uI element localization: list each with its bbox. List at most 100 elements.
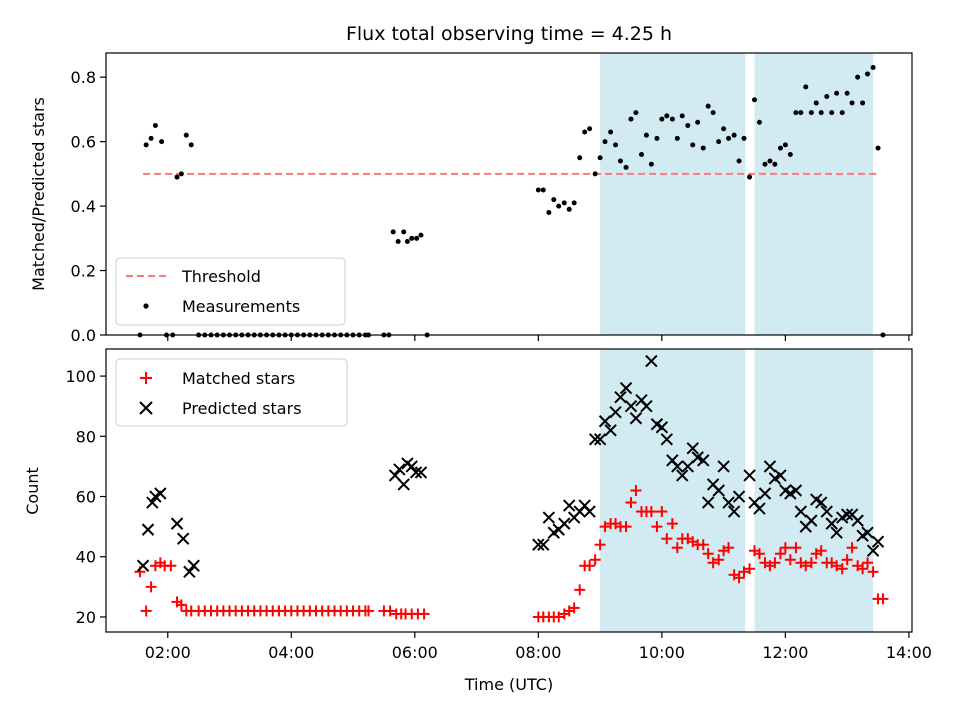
predicted-marker-b bbox=[830, 526, 843, 539]
top-y-axis-label: Matched/Predicted stars bbox=[29, 97, 48, 291]
predicted-star-point bbox=[170, 517, 184, 530]
measurement-point bbox=[700, 145, 706, 151]
predicted-star-point bbox=[815, 496, 828, 509]
matched-star-point bbox=[784, 554, 796, 566]
measurement-point bbox=[674, 135, 680, 141]
predicted-star-point bbox=[397, 478, 410, 491]
measurement-point bbox=[767, 158, 773, 164]
predicted-marker-b bbox=[840, 508, 854, 521]
predicted-star-point bbox=[393, 463, 406, 476]
predicted-star-point bbox=[763, 460, 777, 473]
y-tick-label: 0.0 bbox=[71, 326, 96, 345]
predicted-marker-b bbox=[563, 499, 576, 512]
predicted-marker-b bbox=[619, 381, 633, 395]
x-tick-label: 14:00 bbox=[886, 643, 932, 662]
predicted-star-point bbox=[154, 487, 167, 500]
predicted-marker-b bbox=[650, 418, 664, 431]
measurement-point bbox=[188, 142, 194, 148]
measurement-point bbox=[803, 84, 809, 90]
predicted-marker-b bbox=[779, 484, 792, 497]
predicted-star-point bbox=[645, 354, 658, 368]
measurement-point bbox=[741, 135, 747, 141]
predicted-star-point bbox=[542, 511, 556, 524]
matched-star-point bbox=[774, 548, 786, 560]
predicted-marker-b bbox=[537, 538, 550, 551]
measurement-point bbox=[855, 74, 861, 80]
measurement-point bbox=[705, 103, 711, 109]
measurement-point bbox=[159, 139, 165, 145]
top-legend-box bbox=[115, 257, 346, 326]
predicted-marker-b bbox=[170, 517, 184, 530]
predicted-marker-b bbox=[405, 460, 418, 473]
matched-star-point bbox=[815, 545, 827, 557]
predicted-marker-b bbox=[388, 469, 402, 482]
predicted-marker-b bbox=[609, 406, 622, 419]
top-x-ticks bbox=[167, 335, 910, 341]
predicted-star-point bbox=[629, 412, 643, 425]
x-tick-label: 04:00 bbox=[268, 643, 314, 662]
measurement-point bbox=[808, 110, 814, 116]
measurement-point bbox=[418, 232, 424, 238]
bottom-y-axis-label: Count bbox=[23, 467, 42, 515]
measurement-point bbox=[535, 187, 541, 193]
predicted-marker-b bbox=[861, 526, 874, 539]
measurement-point bbox=[659, 116, 665, 122]
predicted-marker-b bbox=[542, 511, 556, 524]
matched-star-point bbox=[656, 506, 668, 518]
predicted-star-point bbox=[176, 532, 190, 545]
predicted-marker-b bbox=[645, 354, 658, 368]
predicted-marker-b bbox=[753, 502, 766, 515]
predicted-star-point bbox=[825, 517, 838, 530]
matched-star-point bbox=[702, 548, 714, 560]
legend-measurements-label: Measurements bbox=[182, 297, 300, 316]
predicted-star-point bbox=[409, 466, 423, 479]
measurement-point bbox=[556, 203, 562, 209]
measurement-point bbox=[716, 139, 722, 145]
measurement-point bbox=[756, 119, 762, 125]
measurement-point bbox=[404, 239, 410, 245]
predicted-marker-b bbox=[815, 496, 828, 509]
y-tick-label: 20 bbox=[76, 608, 96, 627]
predicted-marker-b bbox=[183, 565, 196, 578]
measurement-point bbox=[818, 110, 824, 116]
predicted-star-point bbox=[598, 415, 612, 428]
y-tick-label: 0.2 bbox=[71, 262, 96, 281]
bottom-axes-frame bbox=[105, 348, 913, 633]
measurement-point bbox=[395, 239, 401, 245]
measurement-point bbox=[587, 126, 593, 132]
bottom-legend: Matched stars Predicted stars bbox=[115, 358, 348, 427]
measurement-point bbox=[143, 142, 149, 148]
measurement-point bbox=[390, 229, 396, 235]
predicted-star-point bbox=[588, 433, 602, 446]
observing-window-2 bbox=[754, 349, 874, 632]
predicted-marker-b bbox=[136, 559, 150, 572]
matched-star-point bbox=[790, 542, 802, 554]
predicted-star-point bbox=[676, 469, 689, 482]
measurement-point bbox=[875, 145, 881, 151]
predicted-star-point bbox=[789, 484, 803, 497]
measurement-point bbox=[690, 142, 696, 148]
measurement-point bbox=[721, 126, 727, 132]
predicted-marker-b bbox=[866, 544, 880, 557]
predicted-marker-b bbox=[598, 415, 612, 428]
top-axes-frame bbox=[105, 52, 913, 336]
measurement-point bbox=[623, 164, 629, 170]
measurement-point bbox=[178, 171, 184, 177]
measurement-point bbox=[752, 97, 758, 103]
predicted-star-point bbox=[722, 496, 735, 509]
matched-star-point bbox=[574, 584, 586, 596]
matched-star-point bbox=[723, 542, 735, 554]
measurement-point bbox=[829, 110, 835, 116]
predicted-star-point bbox=[183, 565, 196, 578]
measurement-point bbox=[409, 235, 415, 241]
measurement-point bbox=[824, 94, 830, 100]
matched-star-point bbox=[805, 557, 817, 569]
measurement-point bbox=[844, 90, 850, 96]
measurement-point bbox=[628, 116, 634, 122]
measurement-point bbox=[617, 158, 623, 164]
measurement-point bbox=[731, 132, 737, 138]
legend-predicted-label: Predicted stars bbox=[182, 399, 302, 418]
matched-star-point bbox=[362, 605, 374, 617]
predicted-star-point bbox=[609, 406, 622, 419]
